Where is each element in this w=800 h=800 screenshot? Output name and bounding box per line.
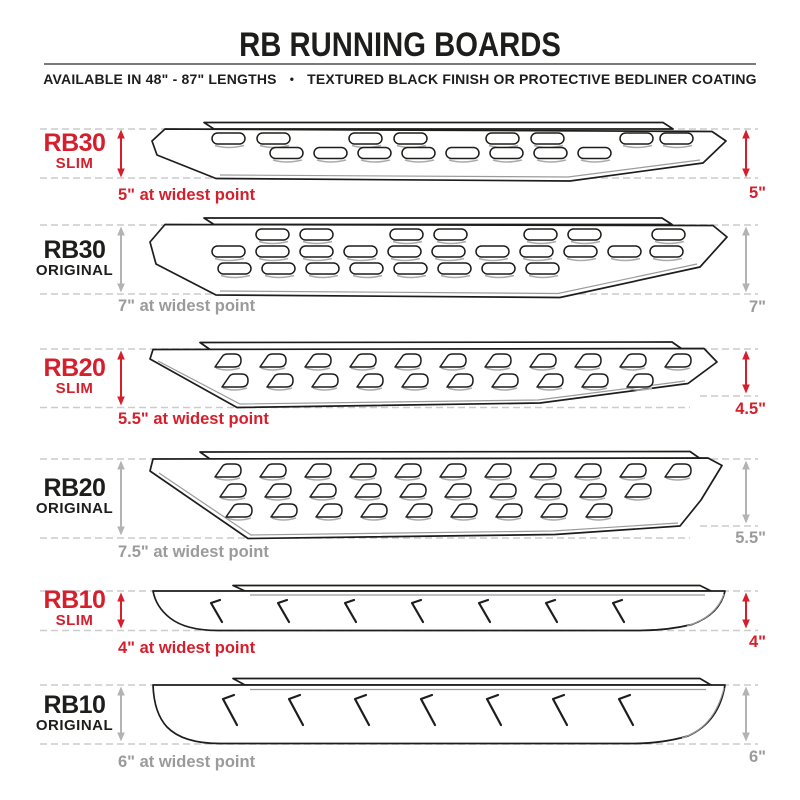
board-outline xyxy=(149,341,718,409)
width-measurement-label: 6" at widest point xyxy=(118,753,256,771)
right-measure-arrow xyxy=(742,226,750,293)
height-measurement-label: 4" xyxy=(749,633,766,651)
board-outline xyxy=(152,584,726,632)
model-name: RB10 xyxy=(43,691,106,719)
board-diagram-rb30-original xyxy=(40,217,758,299)
left-measure-arrow xyxy=(117,460,125,536)
subtitle-finish: TEXTURED BLACK FINISH OR PROTECTIVE BEDL… xyxy=(307,71,757,87)
model-name: RB30 xyxy=(43,129,106,157)
height-measurement-label: 4.5" xyxy=(735,400,766,418)
width-measurement-label: 5" at widest point xyxy=(118,186,256,204)
model-name: RB30 xyxy=(43,236,106,264)
board-outline xyxy=(152,677,726,745)
right-measure-arrow xyxy=(742,686,750,742)
model-name: RB20 xyxy=(43,354,106,382)
width-measurement-label: 4" at widest point xyxy=(118,639,256,657)
right-measure-arrow xyxy=(742,592,750,629)
board-row-rb20-slim: RB20 SLIM 5.5" at widest point 4.5" xyxy=(0,330,800,430)
model-label: RB30 SLIM xyxy=(12,130,137,172)
model-variant: ORIGINAL xyxy=(35,717,114,735)
board-diagram-rb20-original xyxy=(40,450,758,540)
width-measurement-label: 7.5" at widest point xyxy=(118,543,269,561)
model-label: RB20 SLIM xyxy=(12,355,137,397)
board-diagram-rb30-slim xyxy=(40,121,758,182)
model-variant: ORIGINAL xyxy=(35,262,114,280)
model-variant: SLIM xyxy=(55,380,94,398)
left-measure-arrow xyxy=(117,592,125,629)
model-variant: ORIGINAL xyxy=(35,500,114,518)
right-measure-arrow xyxy=(742,350,750,394)
model-variant: SLIM xyxy=(55,612,94,630)
height-measurement-label: 6" xyxy=(749,748,766,766)
width-measurement-label: 7" at widest point xyxy=(118,297,256,315)
model-label: RB10 SLIM xyxy=(12,587,137,629)
subtitle-lengths: AVAILABLE IN 48" - 87" LENGTHS xyxy=(43,71,277,87)
left-measure-arrow xyxy=(117,129,125,178)
board-outline xyxy=(151,121,727,182)
subtitle: AVAILABLE IN 48" - 87" LENGTHS • TEXTURED … xyxy=(0,71,800,87)
height-measurement-label: 7" xyxy=(749,298,766,316)
height-measurement-label: 5.5" xyxy=(735,529,766,547)
model-label: RB20 ORIGINAL xyxy=(12,475,137,517)
right-measure-arrow xyxy=(742,129,750,178)
board-row-rb10-slim: RB10 SLIM 4" at widest point 4" xyxy=(0,555,800,660)
board-row-rb20-original: RB20 ORIGINAL 7.5" at widest point 5.5" xyxy=(0,430,800,561)
bullet-separator-icon: • xyxy=(289,72,295,86)
width-measurement-label: 5.5" at widest point xyxy=(118,410,269,428)
left-measure-arrow xyxy=(117,226,125,293)
page-title: RB RUNNING BOARDS xyxy=(239,26,561,64)
title-divider xyxy=(44,63,756,65)
model-name: RB10 xyxy=(43,586,106,614)
model-label: RB30 ORIGINAL xyxy=(12,237,137,279)
height-measurement-label: 5" xyxy=(749,184,766,202)
board-diagram-rb20-slim xyxy=(40,341,758,409)
right-measure-arrow xyxy=(742,460,750,524)
left-measure-arrow xyxy=(117,686,125,742)
board-diagram-rb10-original xyxy=(40,677,758,745)
model-label: RB10 ORIGINAL xyxy=(12,692,137,734)
board-diagram-rb10-slim xyxy=(40,584,758,632)
model-variant: SLIM xyxy=(55,155,94,173)
board-row-rb10-original: RB10 ORIGINAL 6" at widest point 6" xyxy=(0,660,800,800)
board-row-rb30-slim: RB30 SLIM 5" at widest point 5" xyxy=(0,110,800,215)
left-measure-arrow xyxy=(117,350,125,406)
board-row-rb30-original: RB30 ORIGINAL 7" at widest point 7" xyxy=(0,215,800,330)
model-name: RB20 xyxy=(43,474,106,502)
